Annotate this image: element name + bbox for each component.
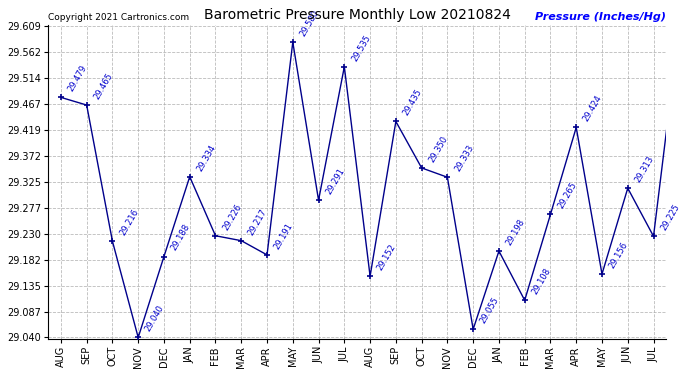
Text: 29.152: 29.152 [375,243,398,272]
Text: 29.156: 29.156 [608,240,630,270]
Text: 29.580: 29.580 [298,8,321,38]
Text: 29.226: 29.226 [221,202,244,232]
Text: 29.313: 29.313 [633,154,656,184]
Text: 29.055: 29.055 [479,296,501,325]
Text: 29.424: 29.424 [582,94,604,123]
Text: 29.188: 29.188 [170,223,192,252]
Text: 29.216: 29.216 [118,207,140,237]
Text: 29.040: 29.040 [144,304,166,333]
Text: 29.333: 29.333 [453,143,475,173]
Text: Pressure (Inches/Hg): Pressure (Inches/Hg) [535,12,667,21]
Text: 29.435: 29.435 [402,88,424,117]
Text: 29.535: 29.535 [350,33,372,63]
Text: 29.291: 29.291 [324,166,346,196]
Text: 29.609: 29.609 [0,374,1,375]
Title: Barometric Pressure Monthly Low 20210824: Barometric Pressure Monthly Low 20210824 [204,8,511,22]
Text: 29.225: 29.225 [659,202,681,232]
Text: Copyright 2021 Cartronics.com: Copyright 2021 Cartronics.com [48,12,189,21]
Text: 29.198: 29.198 [504,217,526,247]
Text: 29.334: 29.334 [195,143,217,172]
Text: 29.350: 29.350 [427,134,449,164]
Text: 29.191: 29.191 [273,221,295,251]
Text: 29.465: 29.465 [92,71,115,101]
Text: 29.265: 29.265 [556,181,578,210]
Text: 29.479: 29.479 [66,64,89,93]
Text: 29.108: 29.108 [530,267,553,296]
Text: 29.217: 29.217 [247,207,269,237]
